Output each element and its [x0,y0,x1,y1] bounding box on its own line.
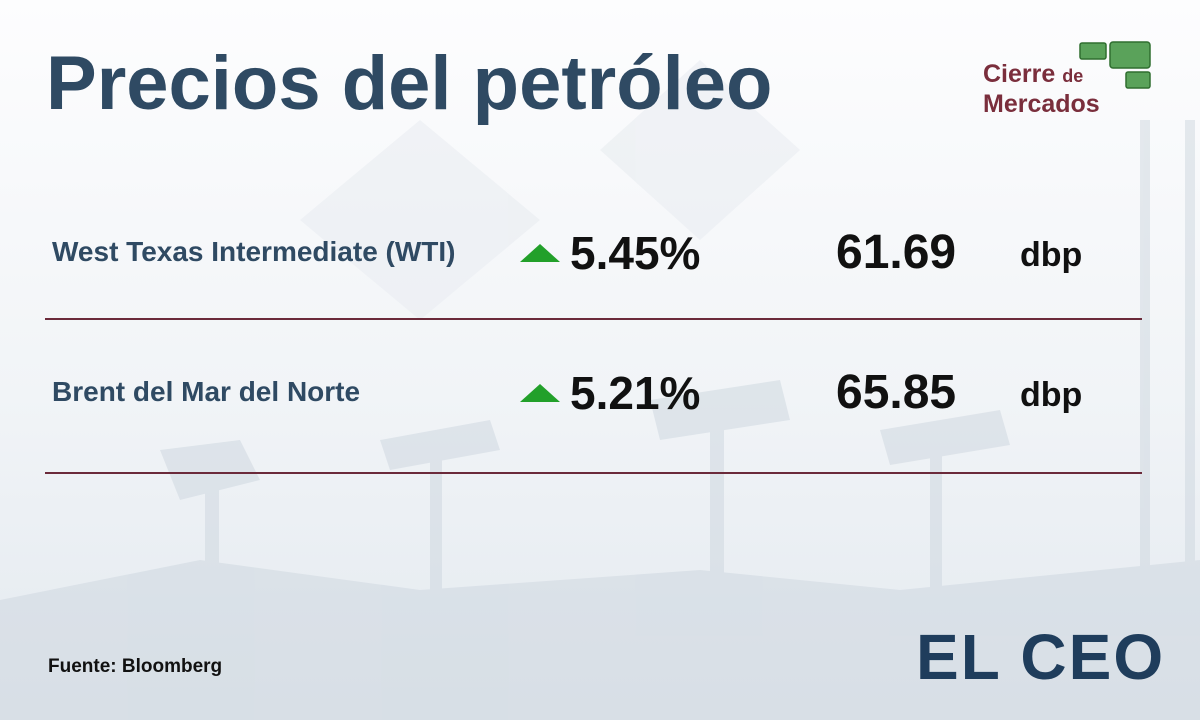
badge-word: Cierre [983,60,1056,88]
row-name: Brent del Mar del Norte [52,376,361,407]
row-change: 5.45% [570,227,701,279]
divider [45,318,1142,320]
row-change: 5.21% [570,367,701,419]
row-unit: dbp [1020,376,1083,414]
row-price: 65.85 [836,366,957,419]
up-arrow [520,244,560,262]
logo: EL CEO [916,621,1166,693]
row-name: West Texas Intermediate (WTI) [52,236,456,267]
title: Precios del petróleo [46,41,773,126]
badge-word: de [1062,66,1084,86]
divider [45,472,1142,474]
row-price: 61.69 [836,226,957,279]
up-arrow [520,384,560,402]
badge-word: Mercados [983,90,1100,118]
badge-line: Cierre de [983,60,1083,89]
row-unit: dbp [1020,236,1083,274]
source: Fuente: Bloomberg [48,656,223,677]
